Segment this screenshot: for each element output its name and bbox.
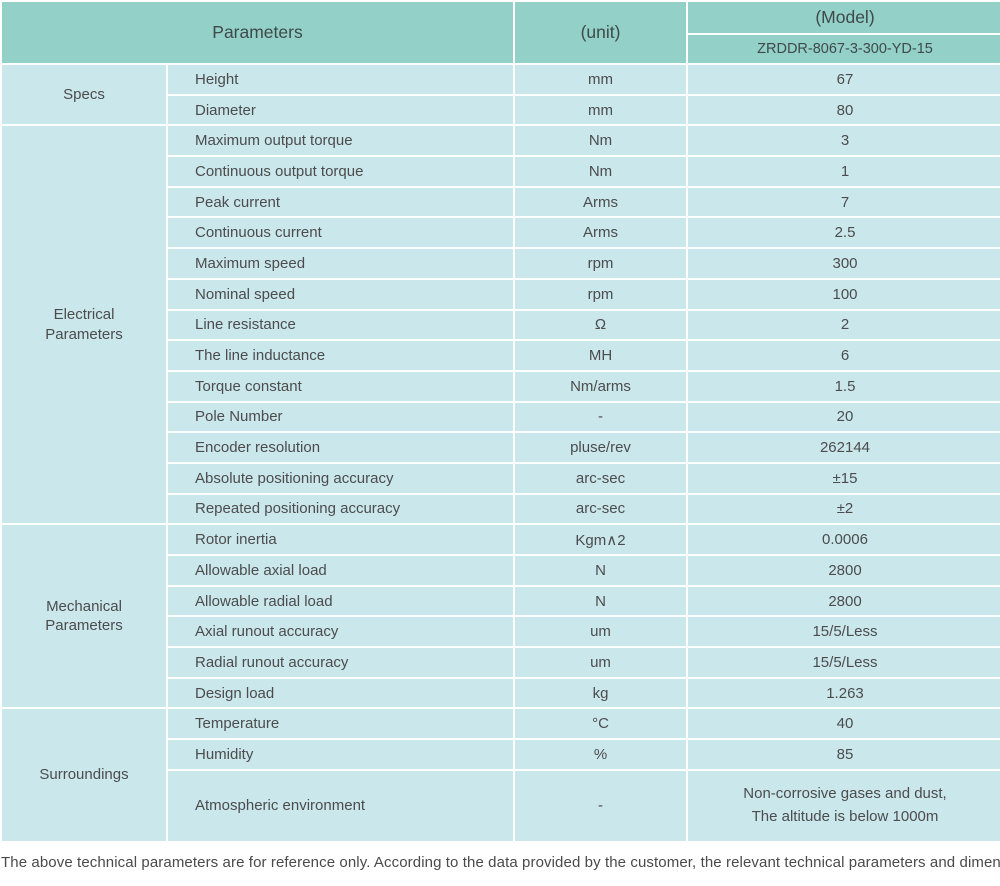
header-model-number: ZRDDR-8067-3-300-YD-15 bbox=[688, 35, 1000, 63]
param-name-cell: Continuous output torque bbox=[168, 157, 513, 186]
footer-note: The above technical parameters are for r… bbox=[1, 853, 1000, 871]
unit-cell: mm bbox=[515, 65, 686, 94]
value-cell: ±15 bbox=[688, 463, 1000, 493]
unit-cell: °C bbox=[515, 709, 686, 739]
unit-cell: rpm bbox=[515, 279, 686, 309]
value-cell: 15/5/Less bbox=[688, 617, 1000, 647]
param-name-cell: Axial runout accuracy bbox=[168, 617, 513, 647]
section-label-specs: Specs bbox=[2, 65, 166, 125]
header-unit: (unit) bbox=[515, 2, 686, 63]
value-cell: 262144 bbox=[688, 433, 1000, 462]
unit-cell: MH bbox=[515, 341, 686, 370]
unit-cell: N bbox=[515, 556, 686, 585]
param-name-cell: Line resistance bbox=[168, 310, 513, 340]
param-name-cell: Allowable radial load bbox=[168, 586, 513, 616]
value-cell: 2.5 bbox=[688, 218, 1000, 248]
param-name-cell: Maximum speed bbox=[168, 249, 513, 278]
param-name-cell: The line inductance bbox=[168, 341, 513, 370]
value-cell: 2800 bbox=[688, 586, 1000, 616]
section-label-mechanical-parameters: Mechanical Parameters bbox=[2, 525, 166, 708]
unit-cell: arc-sec bbox=[515, 494, 686, 524]
unit-cell: - bbox=[515, 770, 686, 841]
param-name-cell: Humidity bbox=[168, 740, 513, 769]
param-name-cell: Temperature bbox=[168, 709, 513, 739]
unit-cell: kg bbox=[515, 678, 686, 708]
param-name-cell: Allowable axial load bbox=[168, 556, 513, 585]
unit-cell: % bbox=[515, 740, 686, 769]
value-cell: 3 bbox=[688, 126, 1000, 156]
value-cell: 1.5 bbox=[688, 371, 1000, 401]
param-name-cell: Torque constant bbox=[168, 371, 513, 401]
value-cell: 6 bbox=[688, 341, 1000, 370]
value-cell: 1.263 bbox=[688, 678, 1000, 708]
value-cell: 15/5/Less bbox=[688, 648, 1000, 677]
unit-cell: N bbox=[515, 586, 686, 616]
param-name-cell: Maximum output torque bbox=[168, 126, 513, 156]
header-parameters: Parameters bbox=[2, 2, 513, 63]
param-name-cell: Absolute positioning accuracy bbox=[168, 463, 513, 493]
unit-cell: pluse/rev bbox=[515, 433, 686, 462]
section-label-surroundings: Surroundings bbox=[2, 709, 166, 841]
value-cell: 85 bbox=[688, 740, 1000, 769]
param-name-cell: Continuous current bbox=[168, 218, 513, 248]
param-name-cell: Nominal speed bbox=[168, 279, 513, 309]
value-cell: ±2 bbox=[688, 494, 1000, 524]
param-name-cell: Encoder resolution bbox=[168, 433, 513, 462]
unit-cell: mm bbox=[515, 95, 686, 125]
param-name-cell: Rotor inertia bbox=[168, 525, 513, 554]
value-line-2: The altitude is below 1000m bbox=[751, 807, 939, 825]
value-line-1: Non-corrosive gases and dust, bbox=[743, 785, 947, 803]
param-name-cell: Pole Number bbox=[168, 402, 513, 432]
unit-cell: Nm bbox=[515, 126, 686, 156]
unit-cell: Ω bbox=[515, 310, 686, 340]
unit-cell: Nm bbox=[515, 157, 686, 186]
unit-cell: arc-sec bbox=[515, 463, 686, 493]
unit-cell: - bbox=[515, 402, 686, 432]
value-cell: 20 bbox=[688, 402, 1000, 432]
param-name-cell: Radial runout accuracy bbox=[168, 648, 513, 677]
unit-cell: um bbox=[515, 617, 686, 647]
value-cell: 1 bbox=[688, 157, 1000, 186]
value-cell: 2800 bbox=[688, 556, 1000, 585]
unit-cell: Kgm∧2 bbox=[515, 525, 686, 554]
param-name-cell: Atmospheric environment bbox=[168, 770, 513, 841]
param-name-cell: Diameter bbox=[168, 95, 513, 125]
value-cell: 0.0006 bbox=[688, 525, 1000, 554]
param-name-cell: Peak current bbox=[168, 187, 513, 217]
unit-cell: rpm bbox=[515, 249, 686, 278]
value-cell: 67 bbox=[688, 65, 1000, 94]
section-label-electrical-parameters: Electrical Parameters bbox=[2, 126, 166, 524]
param-name-cell: Design load bbox=[168, 678, 513, 708]
value-cell: 40 bbox=[688, 709, 1000, 739]
spec-table: Parameters (unit) (Model) ZRDDR-8067-3-3… bbox=[0, 0, 1000, 841]
value-cell: 300 bbox=[688, 249, 1000, 278]
unit-cell: Nm/arms bbox=[515, 371, 686, 401]
param-name-cell: Repeated positioning accuracy bbox=[168, 494, 513, 524]
param-name-cell: Height bbox=[168, 65, 513, 94]
unit-cell: Arms bbox=[515, 187, 686, 217]
value-cell: 80 bbox=[688, 95, 1000, 125]
unit-cell: um bbox=[515, 648, 686, 677]
value-cell: 100 bbox=[688, 279, 1000, 309]
value-cell: 2 bbox=[688, 310, 1000, 340]
value-cell: 7 bbox=[688, 187, 1000, 217]
value-cell: Non-corrosive gases and dust, The altitu… bbox=[688, 770, 1000, 841]
header-model: (Model) bbox=[688, 2, 1000, 33]
unit-cell: Arms bbox=[515, 218, 686, 248]
